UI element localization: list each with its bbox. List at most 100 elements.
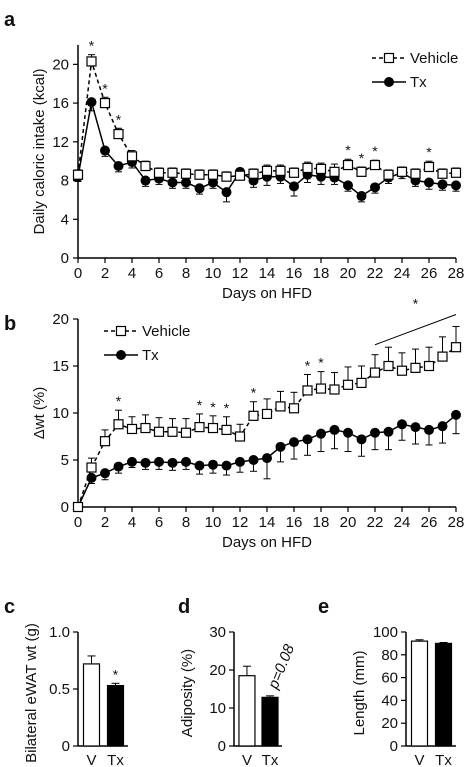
y-tick-label-d: 20 <box>209 662 226 679</box>
data-point-vehicle-a <box>99 97 111 109</box>
data-point-tx-b <box>167 457 178 468</box>
significance-star-b: * <box>413 296 419 312</box>
data-point-vehicle-b <box>221 424 232 436</box>
data-point-vehicle-a <box>410 168 421 179</box>
data-point-vehicle-b <box>72 501 84 513</box>
y-tick-label-b: 0 <box>61 499 69 516</box>
data-point-vehicle-a <box>423 161 435 173</box>
panel-letter-b: b <box>4 313 16 335</box>
data-point-tx-a <box>289 181 299 192</box>
data-point-tx-b <box>194 460 205 471</box>
y-tick-label-a: 20 <box>52 56 69 73</box>
x-tick-label-a: 14 <box>259 265 276 282</box>
y-tick-label-a: 4 <box>61 211 69 228</box>
y-axis-title-c: Bilateral eWAT wt (g) <box>23 623 40 763</box>
data-point-tx-b <box>424 424 434 435</box>
data-point-tx-b <box>208 459 218 470</box>
x-tick-label-b: 16 <box>286 514 303 531</box>
data-point-tx-a <box>356 191 367 202</box>
data-point-vehicle-a <box>329 166 340 177</box>
significance-star-b: * <box>116 393 122 409</box>
data-point-tx-a <box>86 97 97 108</box>
x-tick-label-b: 0 <box>74 514 82 531</box>
y-axis-title-d: Adiposity (%) <box>179 649 196 737</box>
legend-label-vehicle-b: Vehicle <box>142 323 190 340</box>
data-point-tx-a <box>221 187 232 198</box>
legend-marker-tx-a <box>384 77 394 87</box>
significance-star-b: * <box>210 399 216 415</box>
data-point-vehicle-a <box>140 160 151 172</box>
data-point-vehicle-b <box>356 377 367 389</box>
data-point-tx-a <box>451 180 461 191</box>
x-tick-label-a: 12 <box>232 265 249 282</box>
data-point-tx-b <box>383 426 394 437</box>
data-point-tx-b <box>343 427 353 438</box>
y-tick-label-a: 8 <box>61 173 69 190</box>
data-point-tx-b <box>262 453 272 464</box>
bar-tx-e <box>434 642 453 747</box>
data-point-tx-a <box>140 175 151 186</box>
data-point-vehicle-a <box>72 169 84 180</box>
bar-v-e <box>410 640 429 747</box>
data-point-tx-a <box>167 177 178 188</box>
x-axis-title-a: Days on HFD <box>222 285 312 302</box>
y-tick-label-a: 12 <box>52 134 69 151</box>
data-point-vehicle-a <box>356 166 367 177</box>
significance-star-b: * <box>251 385 257 401</box>
x-axis-title-b: Days on HFD <box>222 534 312 551</box>
data-point-tx-b <box>140 457 151 468</box>
data-point-tx-b <box>316 428 326 439</box>
data-point-tx-b <box>235 456 245 467</box>
data-point-tx-a <box>343 180 353 191</box>
data-point-vehicle-a <box>86 56 97 67</box>
x-tick-label-a: 18 <box>313 265 330 282</box>
significance-star-c: * <box>113 666 119 682</box>
data-point-vehicle-b <box>410 362 421 373</box>
data-point-vehicle-b <box>194 422 205 433</box>
x-tick-label-b: 20 <box>340 514 357 531</box>
significance-bracket-b <box>374 314 457 346</box>
x-tick-label-v-d: V <box>242 752 252 767</box>
x-tick-label-a: 26 <box>421 265 438 282</box>
data-point-vehicle-b <box>437 351 448 362</box>
data-point-vehicle-a <box>126 151 138 162</box>
data-point-vehicle-b <box>86 462 97 473</box>
data-point-tx-a <box>370 182 380 193</box>
y-tick-label-e: 40 <box>381 692 398 709</box>
bar-v-d <box>238 675 256 747</box>
panel-letter-e: e <box>318 596 329 618</box>
y-tick-label-a: 16 <box>52 95 69 112</box>
data-point-vehicle-b <box>329 384 340 395</box>
significance-star-a: * <box>116 111 122 127</box>
panel-letter-c: c <box>4 596 15 618</box>
y-tick-label-b: 5 <box>61 452 69 469</box>
data-point-vehicle-a <box>302 162 313 174</box>
data-point-vehicle-a <box>153 167 165 178</box>
x-tick-label-b: 26 <box>421 514 438 531</box>
data-point-tx-b <box>248 455 259 465</box>
data-point-tx-b <box>451 409 461 420</box>
y-tick-label-c: 0 <box>62 738 70 755</box>
y-tick-label-b: 10 <box>52 405 69 422</box>
data-point-vehicle-a <box>383 169 394 180</box>
x-tick-label-b: 4 <box>128 514 136 531</box>
data-point-tx-a <box>181 177 191 188</box>
data-point-tx-b <box>410 422 421 433</box>
significance-star-b: * <box>305 357 311 373</box>
x-tick-label-v-e: V <box>414 752 424 767</box>
significance-star-a: * <box>102 80 108 96</box>
legend-marker-tx-b <box>116 350 126 360</box>
data-point-vehicle-b <box>342 379 354 390</box>
data-point-tx-b <box>302 434 313 445</box>
data-point-vehicle-b <box>153 426 165 437</box>
x-tick-label-a: 4 <box>128 265 136 282</box>
x-tick-label-b: 14 <box>259 514 276 531</box>
data-point-tx-a <box>194 183 205 194</box>
x-tick-label-b: 12 <box>232 514 249 531</box>
data-point-tx-b <box>113 461 124 472</box>
data-point-vehicle-a <box>207 169 219 180</box>
x-tick-label-a: 6 <box>155 265 163 282</box>
y-tick-label-b: 20 <box>52 311 69 328</box>
significance-star-b: * <box>224 400 230 416</box>
data-point-tx-a <box>100 145 110 156</box>
